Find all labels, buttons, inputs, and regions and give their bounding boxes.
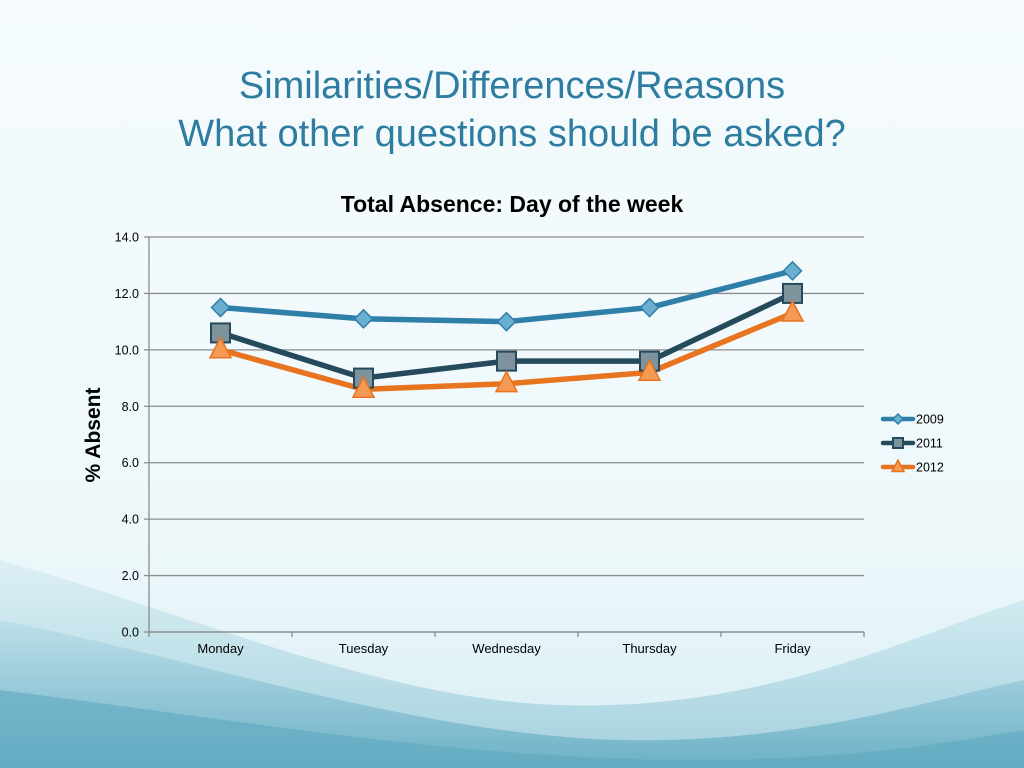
data-point-2012-friday [780, 299, 805, 322]
y-tick-label-1: 2.0 [122, 569, 139, 583]
data-point-2012-monday [208, 336, 233, 359]
legend-label-2012: 2012 [916, 461, 944, 475]
data-point-2012-wednesday [494, 370, 519, 393]
slide-title-line1: Similarities/Differences/Reasons [238, 65, 786, 107]
data-point-2009-tuesday [353, 308, 374, 329]
legend-marker-2011 [892, 437, 904, 449]
data-point-2012-tuesday [351, 375, 376, 398]
y-tick-label-6: 12.0 [115, 287, 139, 301]
data-point-2011-wednesday [496, 350, 517, 372]
data-point-2009-friday [782, 260, 803, 281]
slide-title: Similarities/Differences/Reasons What ot… [0, 62, 1024, 158]
x-tick-label-monday: Monday [197, 641, 244, 656]
y-tick-label-4: 8.0 [122, 400, 139, 414]
y-tick-label-2: 4.0 [122, 513, 139, 527]
data-point-2009-thursday [639, 297, 660, 318]
data-point-2009-wednesday [496, 311, 517, 332]
legend-label-2011: 2011 [916, 437, 943, 451]
x-tick-label-thursday: Thursday [622, 641, 677, 656]
chart-title: Total Absence: Day of the week [340, 191, 684, 217]
x-tick-label-friday: Friday [774, 641, 811, 656]
y-tick-label-7: 14.0 [115, 231, 139, 245]
slide-title-line2: What other questions should be asked? [178, 113, 846, 155]
legend-marker-2009 [891, 412, 905, 426]
legend-label-2009: 2009 [916, 413, 944, 427]
y-tick-label-3: 6.0 [122, 456, 139, 470]
x-tick-label-tuesday: Tuesday [339, 641, 389, 656]
y-tick-label-5: 10.0 [115, 343, 139, 357]
x-tick-label-wednesday: Wednesday [472, 641, 541, 656]
y-tick-label-0: 0.0 [122, 626, 139, 640]
legend-marker-2012 [890, 458, 906, 473]
data-point-2009-monday [210, 297, 231, 318]
data-point-2012-thursday [637, 358, 662, 382]
